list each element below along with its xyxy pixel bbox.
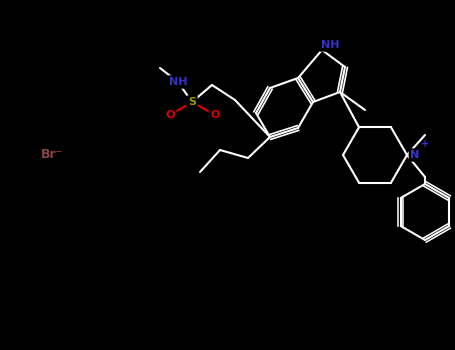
Text: N: N — [410, 150, 420, 160]
Text: O: O — [210, 110, 220, 120]
Text: S: S — [188, 97, 196, 107]
Text: NH: NH — [169, 77, 187, 87]
Text: NH: NH — [321, 40, 339, 50]
Text: +: + — [421, 139, 429, 149]
Text: O: O — [165, 110, 175, 120]
Text: Br⁻: Br⁻ — [41, 148, 63, 161]
